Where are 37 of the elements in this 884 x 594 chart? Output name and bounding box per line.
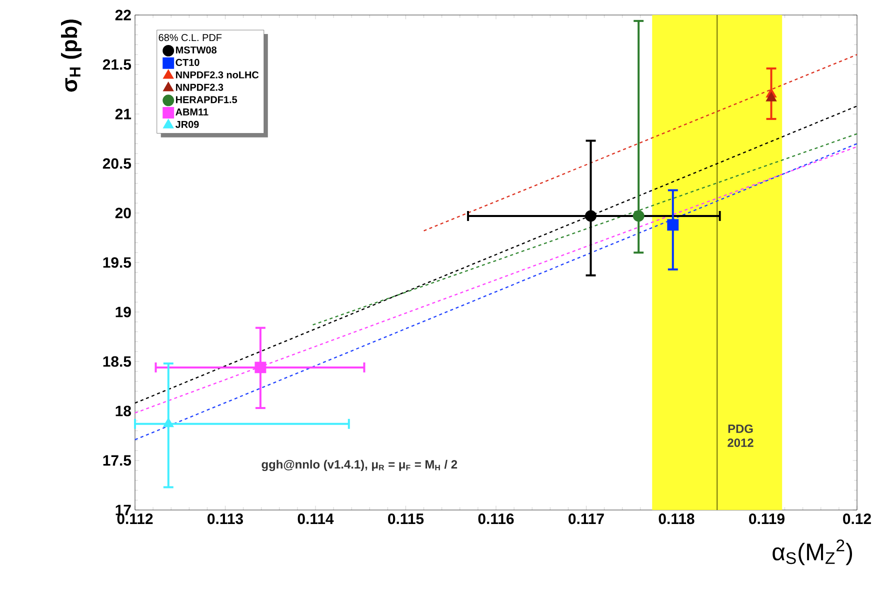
legend-label: ABM11 [176, 108, 208, 116]
x-axis-title: α$_{S}$(M$_{Z}$$^{2}$) [772, 540, 852, 566]
point [667, 219, 679, 231]
legend-label: NNPDF2.3 [176, 84, 224, 91]
point [585, 210, 596, 222]
x-tick-label: 0.114 [298, 514, 334, 524]
x-tick-label: 0.116 [478, 514, 514, 524]
y-tick-label: 18 [116, 406, 132, 416]
x-tick-label: 0.115 [388, 514, 424, 524]
point [632, 210, 644, 222]
legend-label: MSTW08 [176, 46, 217, 54]
x-tick-label: 0.119 [749, 514, 784, 524]
y-tick-label: 21.5 [102, 59, 132, 70]
y-tick-label: 19 [116, 306, 131, 318]
y-axis-title: σ$_{H}$ (pb) [61, 20, 82, 92]
legend-label: HERAPDF1.5 [176, 96, 238, 104]
band-label: PDG 2012 [728, 424, 754, 447]
point [254, 362, 266, 374]
legend-label: NNPDF2.3 noLHC [176, 71, 259, 78]
x-tick-label: 0.113 [208, 514, 243, 524]
legend-label: JR09 [175, 120, 199, 128]
x-tick-label: 0.118 [658, 514, 694, 524]
x-tick-label: 0.12 [843, 514, 871, 524]
y-tick-label: 20 [115, 208, 131, 218]
point [766, 92, 776, 102]
y-tick-label: 20.5 [102, 158, 132, 169]
y-tick-label: 19.5 [103, 257, 132, 268]
y-tick-label: 18.5 [103, 356, 132, 367]
x-tick-label: 0.117 [568, 514, 604, 524]
legend-title: 68% C.L. PDF [158, 34, 222, 42]
y-tick-label: 22 [115, 10, 131, 20]
y-tick-label: 21 [115, 108, 132, 120]
x-tick-label: 0.112 [117, 514, 153, 524]
point [163, 418, 174, 428]
annotation: ggh@nnlo (v1.4.1), μ$_{R}$ = μ$_{F}$ = M$_{H}$ / 2 [262, 460, 458, 472]
legend-label: CT10 [176, 58, 200, 66]
y-tick-label: 17.5 [103, 455, 132, 466]
